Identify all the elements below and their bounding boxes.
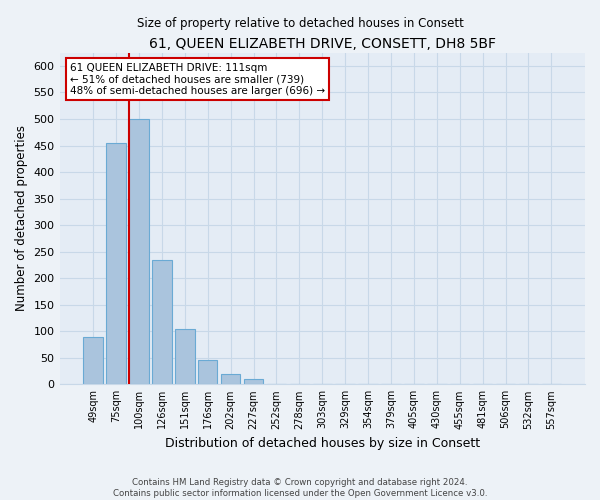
Bar [129, 119, 149, 384]
Title: 61, QUEEN ELIZABETH DRIVE, CONSETT, DH8 5BF: 61, QUEEN ELIZABETH DRIVE, CONSETT, DH8 … [149, 38, 496, 52]
Bar [198, 360, 217, 384]
Bar [244, 379, 263, 384]
Bar [83, 336, 103, 384]
Text: Contains HM Land Registry data © Crown copyright and database right 2024.
Contai: Contains HM Land Registry data © Crown c… [113, 478, 487, 498]
Text: Size of property relative to detached houses in Consett: Size of property relative to detached ho… [137, 18, 463, 30]
Y-axis label: Number of detached properties: Number of detached properties [15, 126, 28, 312]
Bar [175, 328, 194, 384]
Bar [106, 143, 126, 384]
Text: 61 QUEEN ELIZABETH DRIVE: 111sqm
← 51% of detached houses are smaller (739)
48% : 61 QUEEN ELIZABETH DRIVE: 111sqm ← 51% o… [70, 62, 325, 96]
Bar [152, 260, 172, 384]
Bar [221, 374, 241, 384]
X-axis label: Distribution of detached houses by size in Consett: Distribution of detached houses by size … [165, 437, 480, 450]
